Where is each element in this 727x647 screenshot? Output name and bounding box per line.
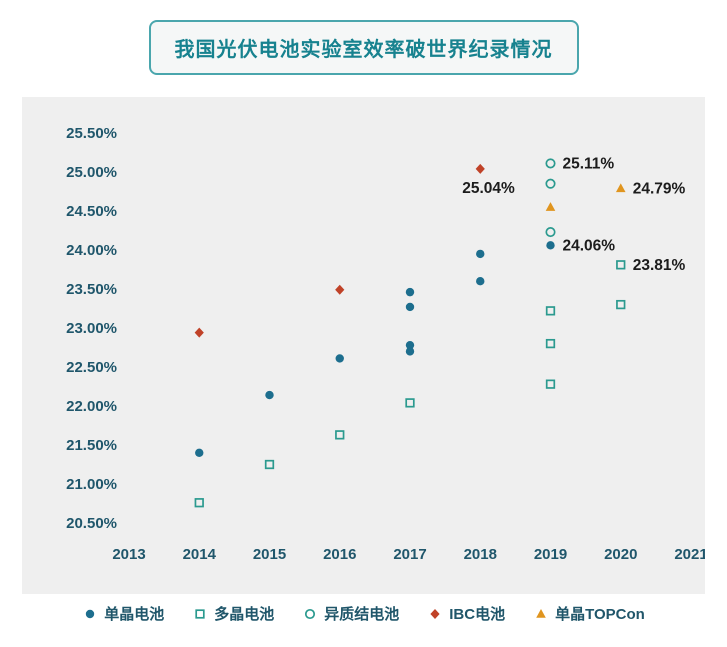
dot-marker	[265, 390, 274, 400]
circle-marker	[545, 158, 556, 169]
square-marker	[264, 459, 275, 470]
diamond-legend-icon	[430, 608, 440, 619]
legend-label: 单晶TOPCon	[555, 606, 645, 623]
dot-marker	[405, 287, 415, 297]
series-triangle	[545, 183, 626, 211]
square-marker	[545, 306, 556, 316]
dot-marker	[476, 249, 485, 259]
dot-marker	[405, 302, 415, 312]
data-label: 25.11%	[563, 155, 615, 172]
series-diamond	[194, 163, 485, 338]
square-marker	[335, 430, 345, 440]
square-marker	[545, 338, 556, 349]
data-label: 24.06%	[563, 237, 616, 254]
y-tick-label: 21.50%	[66, 437, 117, 454]
y-tick-label: 22.50%	[66, 359, 117, 376]
triangle-legend-icon	[536, 608, 546, 618]
x-tick-label: 2016	[323, 546, 356, 563]
data-label: 23.81%	[633, 257, 686, 274]
y-tick-label: 21.00%	[66, 476, 117, 493]
series-dot	[195, 241, 555, 457]
x-tick-label: 2015	[253, 546, 286, 563]
dot-marker	[405, 347, 415, 356]
y-tick-label: 20.50%	[66, 515, 117, 532]
legend-item: 单晶电池	[82, 603, 164, 624]
chart-title-box: 我国光伏电池实验室效率破世界纪录情况	[148, 20, 579, 75]
legend-label: 异质结电池	[324, 606, 400, 623]
y-tick-label: 25.50%	[66, 125, 117, 142]
square-marker	[405, 398, 415, 408]
diamond-marker	[430, 608, 440, 619]
circle-marker	[305, 608, 316, 619]
diamond-marker	[475, 163, 485, 174]
y-tick-label: 22.00%	[66, 398, 117, 415]
y-tick-label: 24.50%	[66, 203, 117, 220]
legend-label: IBC电池	[449, 606, 506, 623]
x-tick-label: 2017	[393, 546, 426, 563]
dot-marker	[546, 241, 555, 250]
circle-marker	[545, 227, 556, 238]
triangle-marker	[615, 183, 626, 193]
dot-marker	[195, 448, 204, 457]
legend-item: IBC电池	[427, 603, 505, 624]
dot-marker	[405, 340, 415, 350]
dot-marker	[476, 277, 485, 286]
y-tick-label: 23.00%	[66, 320, 117, 337]
legend-label: 多晶电池	[214, 606, 275, 623]
chart-panel: 25.50% 25.00% 24.50% 24.00% 23.50% 23.00% 22.5…	[22, 97, 705, 594]
x-tick-label: 2021	[674, 546, 705, 563]
x-tick-label: 2013	[112, 546, 145, 563]
square-marker	[194, 498, 204, 508]
legend-item: 异质结电池	[302, 603, 399, 624]
circle-legend-icon	[305, 608, 316, 619]
chart-legend: 单晶电池 多晶电池 异质结电池 IBC电池 单晶TOPCon	[0, 603, 727, 624]
diamond-marker	[335, 284, 345, 295]
triangle-marker	[545, 202, 556, 211]
data-label: 24.79%	[633, 180, 686, 197]
square-marker	[616, 299, 626, 310]
series-circle	[545, 158, 556, 238]
dot-marker	[85, 609, 95, 618]
y-tick-label: 23.50%	[66, 281, 117, 298]
x-tick-label: 2018	[464, 546, 497, 563]
legend-label: 单晶电池	[104, 606, 165, 623]
diamond-marker	[194, 327, 204, 338]
x-tick-label: 2019	[534, 546, 567, 563]
legend-item: 多晶电池	[192, 603, 274, 624]
y-tick-label: 25.00%	[66, 164, 117, 181]
page: 我国光伏电池实验室效率破世界纪录情况 25.50% 25.00% 24.50% 24.…	[0, 20, 727, 647]
legend-item: 单晶TOPCon	[533, 603, 645, 624]
circle-marker	[545, 178, 556, 189]
square-marker	[545, 379, 556, 389]
page-title: 我国光伏电池实验室效率破世界纪录情况	[174, 39, 553, 61]
x-tick-label: 2014	[183, 546, 217, 563]
triangle-marker	[536, 608, 546, 618]
square-legend-icon	[195, 608, 205, 619]
scatter-chart: 25.50% 25.00% 24.50% 24.00% 23.50% 23.00% 22.5…	[66, 125, 705, 563]
x-tick-label: 2020	[604, 546, 637, 563]
data-label: 25.04%	[462, 180, 515, 197]
square-marker	[616, 260, 626, 270]
y-tick-label: 24.00%	[66, 242, 117, 259]
dot-legend-icon	[85, 609, 95, 618]
square-marker	[195, 608, 205, 619]
dot-marker	[335, 354, 344, 363]
series-square	[194, 260, 626, 508]
